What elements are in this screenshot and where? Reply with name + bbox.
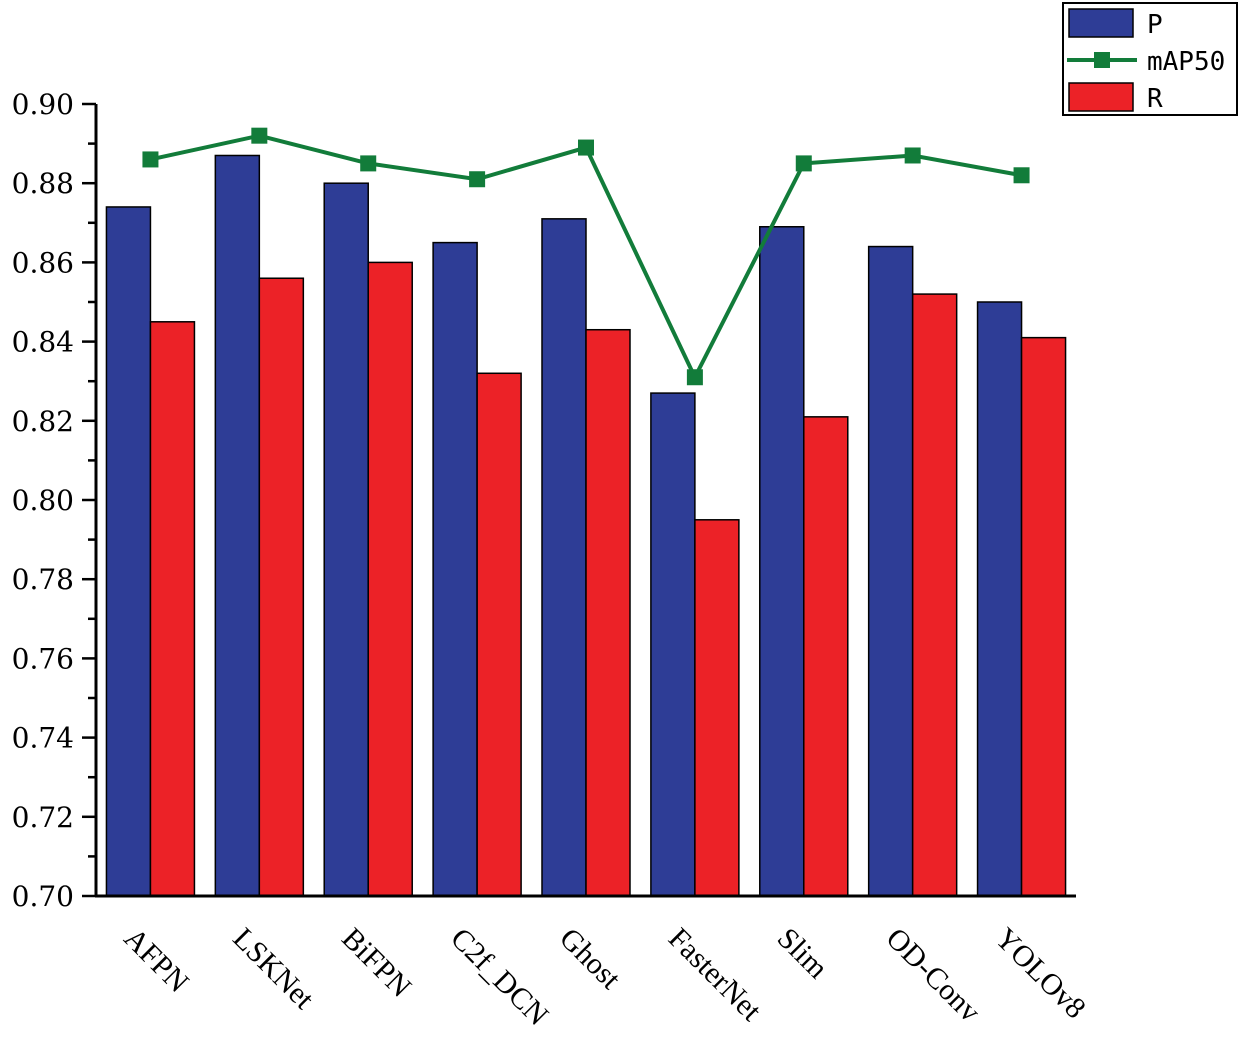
category-label: Ghost (553, 922, 627, 996)
category-label: C2f_DCN (444, 922, 555, 1033)
point-mAP50-BiFPN (360, 155, 377, 172)
category-label: LSKNet (226, 922, 321, 1017)
y-tick-label: 0.80 (12, 484, 74, 517)
point-mAP50-OD-Conv (904, 147, 921, 164)
point-mAP50-FasterNet (686, 369, 703, 386)
legend-swatch-P (1068, 8, 1134, 38)
bar-R-Ghost (585, 328, 631, 897)
y-tick-label: 0.88 (12, 167, 74, 200)
legend-label-P: P (1147, 10, 1163, 40)
legend-label-mAP50: mAP50 (1147, 47, 1225, 77)
point-mAP50-C2f_DCN (469, 171, 486, 188)
category-label: YOLOv8 (989, 922, 1092, 1025)
point-mAP50-LSKNet (251, 127, 268, 144)
category-label: AFPN (117, 922, 195, 1000)
bar-R-Slim (803, 416, 849, 897)
legend-label-R: R (1147, 84, 1163, 114)
bar-P-OD-Conv (867, 245, 914, 897)
y-tick-label: 0.90 (12, 88, 74, 121)
y-tick-label: 0.74 (12, 722, 74, 755)
point-mAP50-YOLOv8 (1013, 167, 1030, 184)
category-label: Slim (771, 922, 834, 985)
y-tick-label: 0.78 (12, 563, 74, 596)
legend-swatch-R (1068, 82, 1134, 112)
point-mAP50-Slim (795, 155, 812, 172)
mAP50-line-layer (142, 127, 1030, 386)
bar-R-YOLOv8 (1020, 336, 1067, 897)
y-tick-label: 0.72 (12, 801, 74, 834)
bar-R-FasterNet (694, 519, 740, 897)
bar-R-AFPN (149, 321, 196, 897)
bar-P-Slim (759, 226, 805, 897)
axes-layer: 0.70 0.72 0.74 0.76 0.78 0.80 0.82 0.84 0.86 0.88… (12, 88, 1076, 913)
category-label: OD-Conv (880, 922, 987, 1029)
y-tick-label: 0.70 (12, 880, 74, 913)
bar-P-YOLOv8 (976, 301, 1023, 897)
bar-R-OD-Conv (911, 293, 958, 897)
bar-R-C2f_DCN (476, 372, 522, 897)
bar-R-BiFPN (367, 261, 413, 897)
bar-P-BiFPN (323, 182, 369, 897)
bar-P-Ghost (541, 218, 587, 897)
category-label: BiFPN (335, 922, 417, 1004)
y-tick-label: 0.82 (12, 405, 74, 438)
bar-P-FasterNet (650, 392, 696, 897)
point-mAP50-Ghost (578, 139, 594, 156)
category-label: FasterNet (662, 922, 768, 1028)
bar-P-LSKNet (214, 154, 261, 897)
legend-marker-mAP50 (1094, 52, 1110, 68)
bar-P-C2f_DCN (432, 241, 478, 897)
point-mAP50-AFPN (142, 151, 159, 168)
bars-layer (105, 154, 1067, 897)
y-tick-label: 0.86 (12, 246, 74, 279)
y-tick-label: 0.84 (12, 326, 74, 359)
y-tick-label: 0.76 (12, 642, 74, 675)
bar-R-LSKNet (258, 277, 305, 897)
bar-P-AFPN (105, 206, 152, 897)
